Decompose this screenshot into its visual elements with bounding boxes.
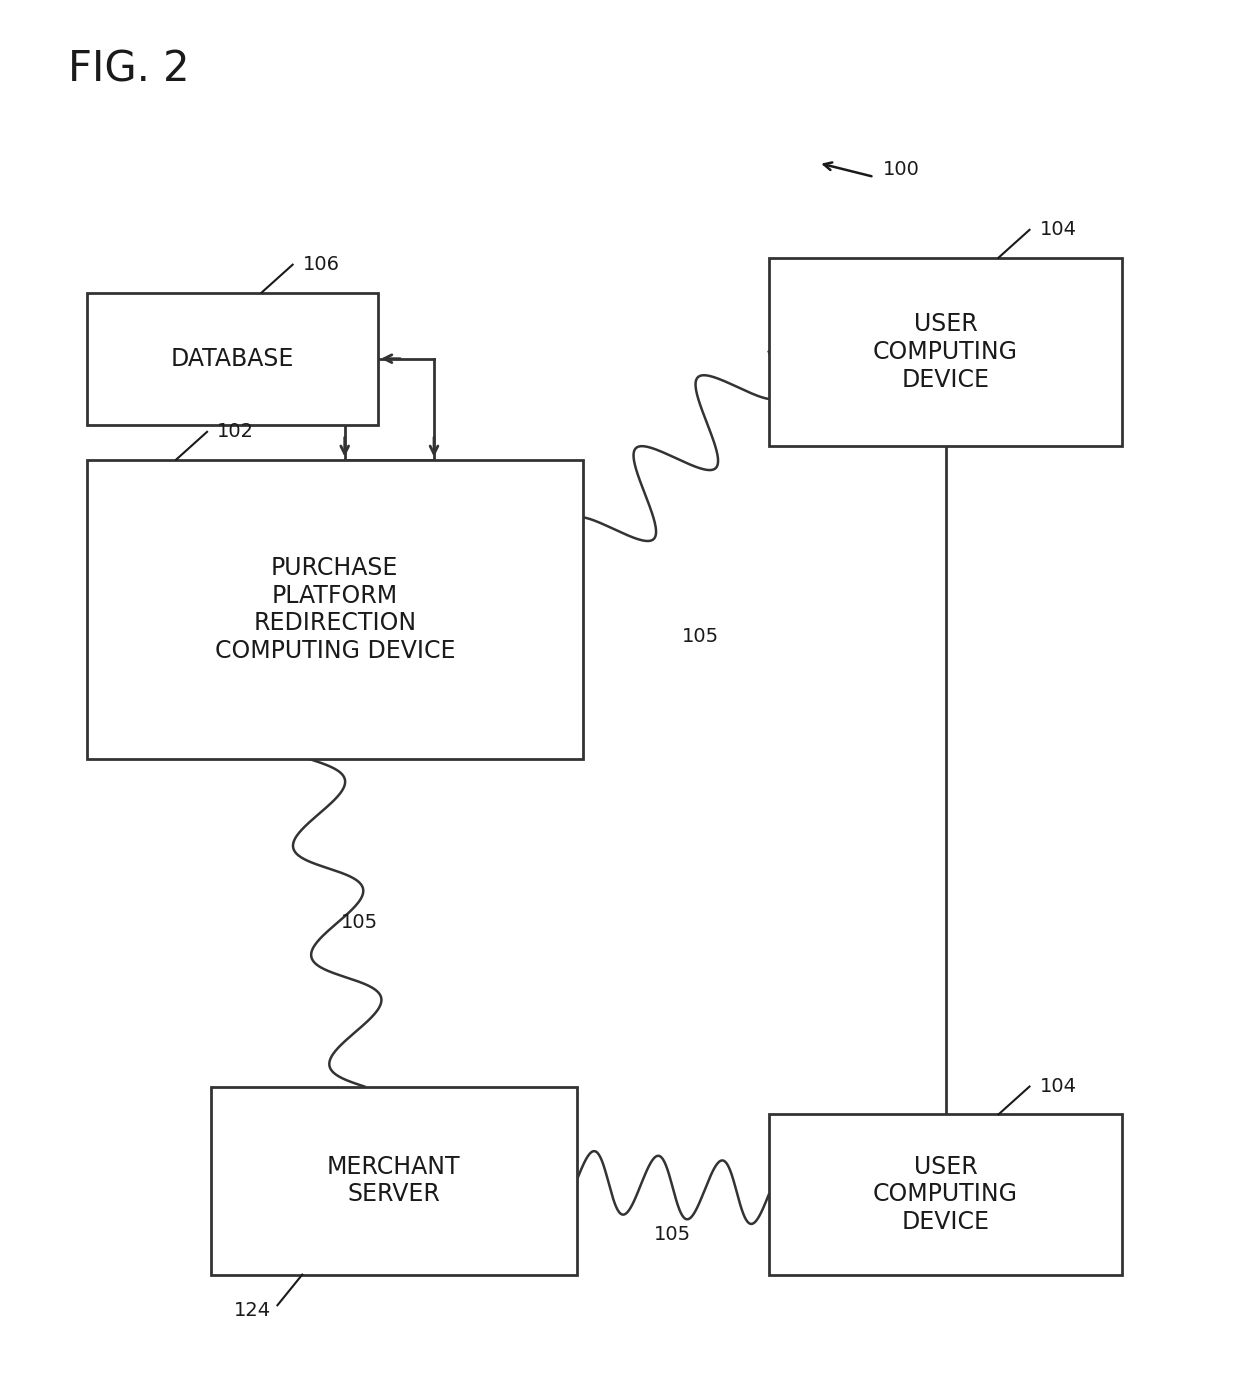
Text: PURCHASE
PLATFORM
REDIRECTION
COMPUTING DEVICE: PURCHASE PLATFORM REDIRECTION COMPUTING … <box>215 556 455 663</box>
Bar <box>87 460 583 759</box>
Text: FIG. 2: FIG. 2 <box>68 49 190 91</box>
Text: 105: 105 <box>682 627 719 646</box>
Text: 104: 104 <box>1039 1077 1076 1096</box>
Text: 104: 104 <box>1039 220 1076 240</box>
Text: 105: 105 <box>655 1226 691 1244</box>
Text: 102: 102 <box>217 422 254 442</box>
Text: 105: 105 <box>341 914 378 932</box>
Text: USER
COMPUTING
DEVICE: USER COMPUTING DEVICE <box>873 1155 1018 1234</box>
Text: MERCHANT
SERVER: MERCHANT SERVER <box>327 1155 460 1206</box>
Bar <box>211 1087 577 1275</box>
Bar <box>87 293 378 425</box>
Bar <box>769 1114 1122 1275</box>
Bar <box>769 258 1122 446</box>
Text: 124: 124 <box>234 1301 272 1321</box>
Text: DATABASE: DATABASE <box>171 347 294 371</box>
Text: 100: 100 <box>883 160 920 180</box>
Text: USER
COMPUTING
DEVICE: USER COMPUTING DEVICE <box>873 312 1018 391</box>
Text: 106: 106 <box>303 255 340 274</box>
